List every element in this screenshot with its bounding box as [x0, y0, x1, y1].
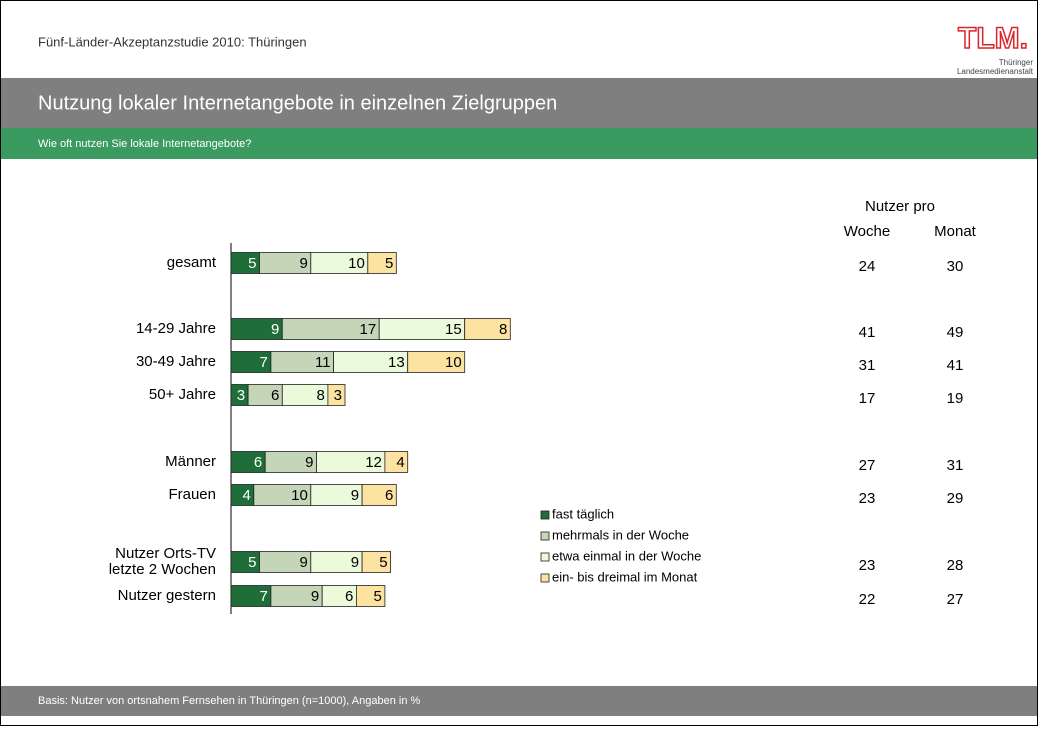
- value-label: 6: [345, 588, 353, 605]
- legend-swatch: [540, 531, 550, 541]
- users-value: 41: [859, 324, 876, 341]
- logo-line: Thüringer: [999, 58, 1034, 67]
- chart-subtitle: Wie oft nutzen Sie lokale Internetangebo…: [38, 138, 251, 150]
- users-value: 17: [859, 390, 876, 407]
- value-label: 6: [254, 454, 262, 471]
- value-label: 8: [499, 321, 507, 338]
- legend-swatch: [540, 552, 550, 562]
- title-band: [1, 78, 1037, 128]
- value-label: 3: [237, 387, 245, 404]
- users-value: 22: [859, 591, 876, 608]
- logo-line: Landesmedienanstalt: [957, 67, 1034, 76]
- value-label: 15: [445, 321, 462, 338]
- users-value: 23: [859, 557, 876, 574]
- users-value: 41: [947, 357, 964, 374]
- value-label: 9: [311, 588, 319, 605]
- bar-segment: [384, 451, 409, 473]
- legend-label: etwa einmal in der Woche: [552, 548, 701, 563]
- users-column: Monat: [934, 223, 977, 240]
- value-label: 6: [271, 387, 279, 404]
- category-label: 50+ Jahre: [149, 386, 216, 403]
- bar-segment: [361, 484, 397, 506]
- legend-swatch: [540, 510, 550, 520]
- value-label: 5: [248, 554, 256, 571]
- users-value: 31: [947, 457, 964, 474]
- bar-segment: [327, 384, 346, 406]
- legend-label: ein- bis dreimal im Monat: [552, 569, 698, 584]
- value-label: 6: [385, 487, 393, 504]
- value-label: 17: [360, 321, 377, 338]
- value-label: 5: [374, 588, 382, 605]
- category-label: Frauen: [168, 486, 216, 503]
- subtitle-band: [1, 128, 1037, 159]
- value-label: 10: [291, 487, 308, 504]
- logo-mark: TLM.: [958, 22, 1028, 55]
- header-text: Fünf-Länder-Akzeptanzstudie 2010: Thürin…: [38, 34, 307, 49]
- value-label: 8: [317, 387, 325, 404]
- category-label: 14-29 Jahre: [136, 320, 216, 337]
- value-label: 7: [260, 588, 268, 605]
- category-label: Männer: [165, 453, 216, 470]
- value-label: 10: [348, 255, 365, 272]
- bar-segment: [464, 318, 511, 340]
- users-value: 27: [859, 457, 876, 474]
- footer-band: [1, 686, 1037, 716]
- value-label: 13: [388, 354, 405, 371]
- users-value: 19: [947, 390, 964, 407]
- users-value: 30: [947, 258, 964, 275]
- users-value: 23: [859, 490, 876, 507]
- value-label: 9: [299, 554, 307, 571]
- users-title: Nutzer pro: [865, 198, 935, 215]
- value-label: 4: [242, 487, 250, 504]
- value-label: 9: [351, 554, 359, 571]
- category-label: Nutzer Orts-TV letzte 2 Wochen: [109, 545, 216, 578]
- value-label: 5: [385, 255, 393, 272]
- users-value: 49: [947, 324, 964, 341]
- users-value: 29: [947, 490, 964, 507]
- value-label: 9: [305, 454, 313, 471]
- value-label: 11: [315, 354, 331, 371]
- value-label: 5: [379, 554, 387, 571]
- bar-segment: [361, 551, 392, 573]
- value-label: 9: [299, 255, 307, 272]
- users-column: Woche: [844, 223, 890, 240]
- value-label: 7: [260, 354, 268, 371]
- users-value: 27: [947, 591, 964, 608]
- category-label: gesamt: [167, 254, 217, 271]
- legend-label: mehrmals in der Woche: [552, 527, 689, 542]
- legend-label: fast täglich: [552, 506, 614, 521]
- value-label: 9: [351, 487, 359, 504]
- value-label: 4: [396, 454, 404, 471]
- value-label: 3: [334, 387, 342, 404]
- bar-segment: [407, 351, 466, 373]
- users-value: 28: [947, 557, 964, 574]
- category-label: Nutzer gestern: [118, 587, 216, 604]
- value-label: 5: [248, 255, 256, 272]
- chart-title: Nutzung lokaler Internetangebote in einz…: [38, 92, 557, 114]
- value-label: 12: [365, 454, 382, 471]
- category-label: 30-49 Jahre: [136, 353, 216, 370]
- users-value: 24: [859, 258, 876, 275]
- bar-segment: [367, 252, 397, 274]
- value-label: 9: [271, 321, 279, 338]
- users-value: 31: [859, 357, 876, 374]
- footer-text: Basis: Nutzer von ortsnahem Fernsehen in…: [38, 695, 420, 707]
- bar-segment: [355, 585, 386, 607]
- legend-swatch: [540, 573, 550, 583]
- value-label: 10: [445, 354, 462, 371]
